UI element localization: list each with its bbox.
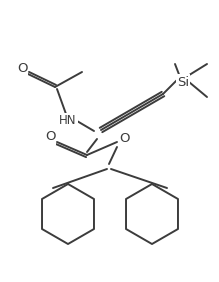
- Text: HN: HN: [59, 113, 77, 127]
- Text: O: O: [120, 131, 130, 144]
- Text: O: O: [17, 63, 27, 76]
- Text: Si: Si: [177, 76, 189, 89]
- Text: O: O: [45, 131, 55, 144]
